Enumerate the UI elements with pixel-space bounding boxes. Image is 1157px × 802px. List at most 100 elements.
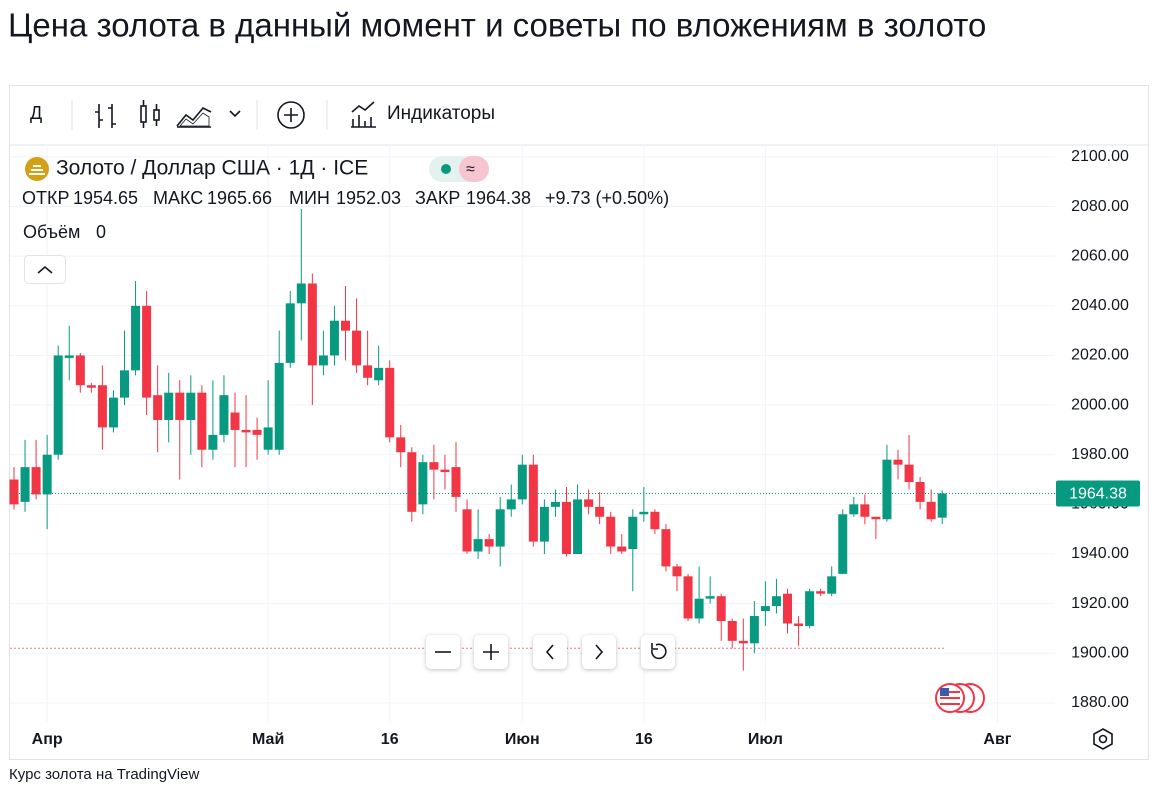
x-tick-label: Апр	[32, 731, 63, 748]
y-tick-label: 2060.00	[1071, 247, 1129, 264]
candle-body	[208, 434, 218, 450]
candle-body	[573, 499, 583, 554]
candle-body	[164, 392, 174, 420]
status-pill-right	[459, 156, 489, 182]
legend-high-label: МАКС	[153, 188, 203, 208]
interval-button[interactable]: Д	[30, 103, 42, 123]
zoom-in-icon	[483, 644, 499, 660]
candle-body	[550, 501, 560, 507]
candle-body	[937, 493, 947, 518]
candle-body	[639, 511, 649, 515]
candle-body	[849, 504, 859, 515]
page-title: Цена золота в данный момент и советы по …	[8, 7, 986, 44]
y-tick-label: 1900.00	[1071, 644, 1129, 661]
candle-body	[617, 546, 627, 552]
candle-body	[75, 355, 85, 386]
reset-button[interactable]	[641, 635, 675, 669]
candle-body	[285, 303, 295, 363]
candle-body	[827, 576, 837, 594]
candle-body	[838, 514, 848, 574]
scroll-right-icon	[595, 644, 604, 660]
chart-type-dropdown[interactable]	[229, 110, 241, 118]
candle-body	[86, 385, 96, 388]
candle-body	[495, 509, 505, 547]
candle-body	[727, 620, 737, 641]
candle-body	[186, 392, 196, 420]
candle-body	[42, 454, 52, 495]
candle-body	[506, 499, 516, 510]
volume-value: 0	[96, 222, 106, 242]
scroll-left-icon	[545, 644, 554, 660]
candles-icon[interactable]	[140, 100, 160, 128]
candle-body	[871, 516, 881, 520]
x-tick-label: Июн	[505, 731, 540, 748]
candle-body	[595, 506, 605, 517]
candle-body	[307, 283, 317, 366]
legend-low-value: 1952.03	[336, 188, 401, 208]
candle-body	[816, 591, 826, 594]
y-tick-label: 1980.00	[1071, 446, 1129, 463]
settings-button[interactable]	[1093, 728, 1113, 750]
candle-body	[451, 467, 461, 497]
candle-body	[230, 412, 240, 430]
y-tick-label: 2100.00	[1071, 148, 1129, 165]
candle-body	[241, 429, 251, 433]
legend-low-label: МИН	[289, 188, 330, 208]
candle-body	[661, 529, 671, 567]
indicators-icon[interactable]	[351, 101, 376, 128]
candle-body	[893, 459, 903, 465]
candle-body	[108, 397, 118, 428]
y-tick-label: 1920.00	[1071, 595, 1129, 612]
candle-body	[97, 385, 107, 428]
compare-button[interactable]	[277, 101, 305, 129]
candle-body	[142, 305, 152, 398]
candle-body	[882, 459, 892, 520]
legend-close-label: ЗАКР	[415, 188, 460, 208]
candle-body	[672, 566, 682, 577]
candle-body	[539, 506, 549, 542]
legend-open-value: 1954.65	[73, 188, 138, 208]
legend-change: +9.73 (+0.50%)	[545, 188, 669, 208]
candle-body	[860, 504, 870, 517]
candle-body	[650, 511, 660, 530]
candle-body	[153, 395, 163, 420]
candle-body	[352, 330, 362, 366]
x-tick-label: Май	[252, 731, 284, 748]
candle-body	[915, 482, 925, 502]
candle-body	[484, 539, 494, 547]
volume-label: Объём	[23, 222, 80, 242]
bars-icon[interactable]	[95, 104, 116, 128]
y-tick-label: 1940.00	[1071, 545, 1129, 562]
indicators-button[interactable]: Индикаторы	[387, 103, 495, 124]
candle-body	[694, 598, 704, 619]
scroll-left-button[interactable]	[533, 635, 567, 669]
candle-body	[131, 305, 141, 371]
y-tick-label: 2040.00	[1071, 297, 1129, 314]
candle-body	[606, 516, 616, 547]
y-tick-label: 2080.00	[1071, 198, 1129, 215]
events-flags	[935, 683, 985, 713]
last-price-label: 1964.38	[1069, 486, 1127, 503]
candle-body	[738, 640, 748, 644]
candle-body	[219, 395, 229, 435]
scroll-right-button[interactable]	[582, 635, 616, 669]
candle-body	[31, 467, 41, 495]
legend-close-value: 1964.38	[466, 188, 531, 208]
candle-body	[716, 596, 726, 621]
y-tick-label: 1880.00	[1071, 694, 1129, 711]
candle-body	[462, 509, 472, 552]
candle-body	[396, 437, 406, 453]
candle-body	[318, 355, 328, 366]
candle-body	[263, 427, 273, 450]
widget-frame	[9, 85, 1149, 760]
candle-body	[517, 464, 527, 500]
plot	[9, 145, 1055, 722]
area-icon[interactable]	[176, 107, 212, 128]
candle-body	[20, 467, 30, 502]
candle-body	[64, 355, 74, 358]
candle-body	[749, 616, 759, 644]
collapse-icon	[37, 265, 53, 274]
y-tick-label: 2020.00	[1071, 347, 1129, 364]
collapse-legend-button[interactable]	[24, 255, 66, 284]
